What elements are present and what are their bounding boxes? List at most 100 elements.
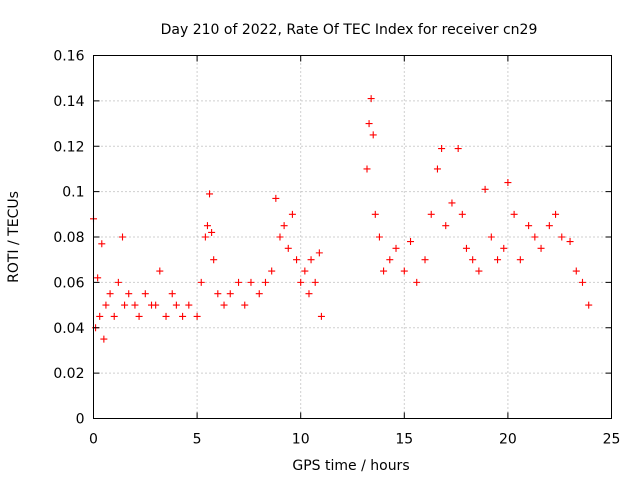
data-point bbox=[311, 278, 319, 286]
data-point bbox=[255, 290, 263, 298]
x-axis-label: GPS time / hours bbox=[292, 458, 409, 474]
x-tick-label: 10 bbox=[292, 432, 310, 448]
data-point bbox=[121, 301, 129, 309]
data-point bbox=[235, 278, 243, 286]
data-point bbox=[168, 290, 176, 298]
data-point bbox=[297, 278, 305, 286]
x-tick-label: 20 bbox=[499, 432, 517, 448]
data-point bbox=[214, 290, 222, 298]
data-point bbox=[185, 301, 193, 309]
data-point bbox=[371, 210, 379, 218]
data-point bbox=[241, 301, 249, 309]
data-point bbox=[119, 233, 127, 241]
data-point bbox=[500, 244, 508, 252]
x-tick-label: 25 bbox=[603, 432, 621, 448]
data-point bbox=[276, 233, 284, 241]
data-point bbox=[552, 210, 560, 218]
y-tick-label: 0.12 bbox=[53, 139, 84, 155]
data-point bbox=[156, 267, 164, 275]
y-tick-label: 0.16 bbox=[53, 49, 84, 65]
data-point bbox=[206, 190, 214, 198]
data-point bbox=[572, 267, 580, 275]
data-point bbox=[179, 312, 187, 320]
data-point bbox=[558, 233, 566, 241]
data-point bbox=[438, 145, 446, 153]
data-point bbox=[386, 256, 394, 264]
x-tick-label: 15 bbox=[395, 432, 413, 448]
data-point bbox=[504, 179, 512, 187]
y-tick-label: 0 bbox=[76, 412, 85, 428]
data-point bbox=[114, 278, 122, 286]
data-point bbox=[301, 267, 309, 275]
data-point bbox=[454, 145, 462, 153]
data-point bbox=[578, 278, 586, 286]
y-tick-labels: 0 0.02 0.04 0.06 0.08 0.1 0.12 0.14 0.16 bbox=[53, 49, 84, 428]
data-point bbox=[481, 185, 489, 193]
data-point bbox=[110, 312, 118, 320]
data-point bbox=[380, 267, 388, 275]
data-point bbox=[427, 210, 435, 218]
y-tick-label: 0.14 bbox=[53, 94, 84, 110]
data-point bbox=[315, 249, 323, 257]
data-point bbox=[247, 278, 255, 286]
data-point bbox=[203, 222, 211, 230]
data-point bbox=[96, 312, 104, 320]
x-tick-label: 0 bbox=[89, 432, 98, 448]
data-point bbox=[210, 256, 218, 264]
data-point bbox=[226, 290, 234, 298]
data-point bbox=[284, 244, 292, 252]
data-point bbox=[305, 290, 313, 298]
data-point bbox=[545, 222, 553, 230]
data-point bbox=[442, 222, 450, 230]
data-point bbox=[363, 165, 371, 173]
data-point bbox=[152, 301, 160, 309]
data-point bbox=[98, 240, 106, 248]
y-tick-label: 0.02 bbox=[53, 366, 84, 382]
data-point bbox=[367, 95, 375, 103]
data-point bbox=[135, 312, 143, 320]
y-tick-label: 0.08 bbox=[53, 230, 84, 246]
data-point bbox=[433, 165, 441, 173]
data-point bbox=[172, 301, 180, 309]
data-point bbox=[413, 278, 421, 286]
data-point bbox=[537, 244, 545, 252]
data-point bbox=[141, 290, 149, 298]
data-point bbox=[516, 256, 524, 264]
data-points bbox=[90, 95, 593, 343]
data-point bbox=[421, 256, 429, 264]
data-point bbox=[369, 131, 377, 139]
data-point bbox=[487, 233, 495, 241]
data-point bbox=[268, 267, 276, 275]
data-point bbox=[585, 301, 593, 309]
x-tick-labels: 0 5 10 15 20 25 bbox=[89, 432, 620, 448]
data-point bbox=[280, 222, 288, 230]
data-point bbox=[531, 233, 539, 241]
data-point bbox=[197, 278, 205, 286]
data-point bbox=[208, 228, 216, 236]
data-point bbox=[407, 238, 415, 246]
y-axis-label: ROTI / TECUs bbox=[6, 191, 22, 283]
y-tick-label: 0.04 bbox=[53, 321, 84, 337]
y-tick-label: 0.06 bbox=[53, 275, 84, 291]
data-point bbox=[131, 301, 139, 309]
data-point bbox=[462, 244, 470, 252]
data-point bbox=[458, 210, 466, 218]
chart-title: Day 210 of 2022, Rate Of TEC Index for r… bbox=[161, 22, 538, 38]
axis-ticks bbox=[93, 55, 612, 419]
data-point bbox=[317, 312, 325, 320]
data-point bbox=[102, 301, 110, 309]
data-point bbox=[525, 222, 533, 230]
data-point bbox=[448, 199, 456, 207]
y-tick-label: 0.1 bbox=[62, 185, 84, 201]
data-point bbox=[293, 256, 301, 264]
data-point bbox=[106, 290, 114, 298]
x-tick-label: 5 bbox=[193, 432, 202, 448]
data-point bbox=[400, 267, 408, 275]
data-point bbox=[261, 278, 269, 286]
data-point bbox=[307, 256, 315, 264]
data-point bbox=[272, 194, 280, 202]
data-point bbox=[220, 301, 228, 309]
data-point bbox=[94, 274, 102, 282]
